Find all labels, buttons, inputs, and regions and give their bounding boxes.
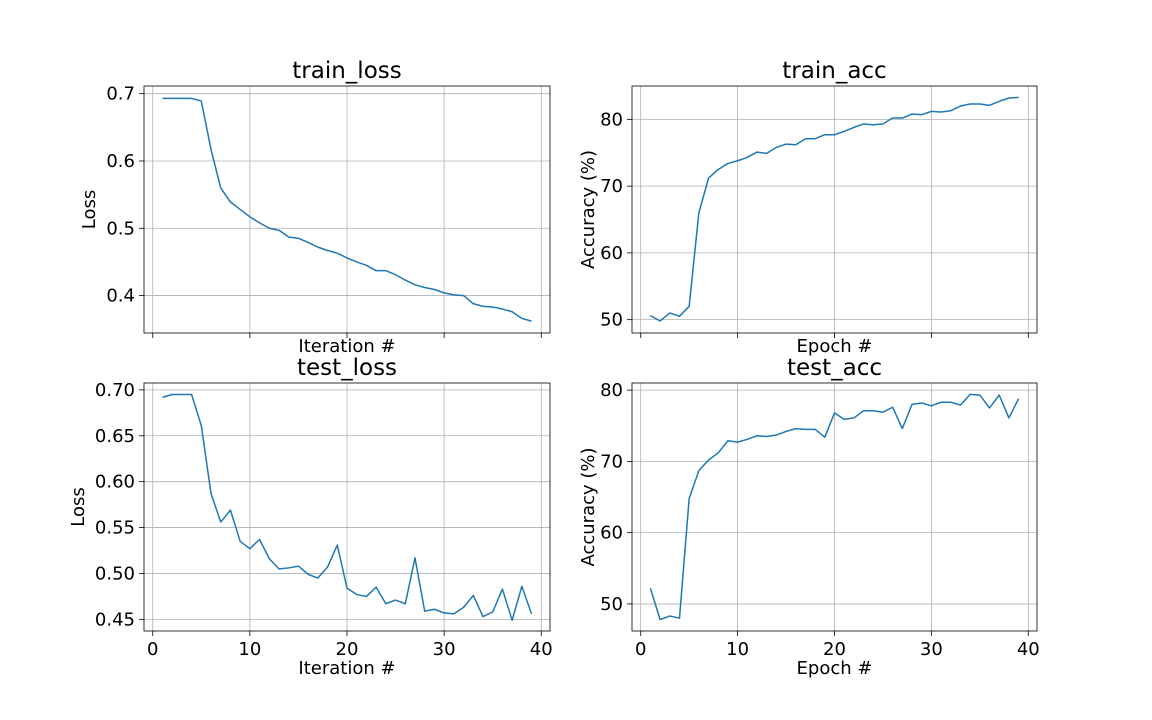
train-acc-chart: 50 60 70 80 train_acc Epoch # Accuracy (%) [578,58,1038,357]
y-tick-label: 0.7 [106,84,135,105]
chart-title: train_loss [292,58,401,84]
y-tick-label: 70 [600,176,623,197]
x-tick-label: 40 [1017,639,1040,660]
y-tick-label: 0.6 [106,151,135,172]
series-line [162,393,533,622]
chart-title: test_loss [297,355,397,381]
x-axis-label: Epoch # [797,336,873,357]
test-loss-chart: 0 10 20 30 40 0.45 0.50 0.55 0.60 0.65 0.70 test_lo… [68,355,553,679]
x-axis-label: Epoch # [797,658,873,679]
y-tick-label: 0.60 [95,472,135,493]
y-axis-label: Loss [68,487,89,526]
series-line [650,96,1019,322]
y-tick-label: 60 [600,523,623,544]
series-line [649,393,1020,621]
y-axis-label: Accuracy (%) [578,447,599,566]
y-tick-label: 0.70 [95,380,135,401]
test-acc-chart: 0 10 20 30 40 50 60 70 80 test_acc Epoch # Accuracy… [578,355,1040,679]
y-axis-label: Accuracy (%) [578,150,599,269]
y-tick-label: 0.5 [106,218,135,239]
x-tick-label: 40 [530,639,553,660]
y-tick-label: 0.45 [95,609,135,630]
train-loss-chart: 0.4 0.5 0.6 0.7 train_loss Iteration # Loss [79,58,551,357]
x-axis-label: Iteration # [298,658,395,679]
chart-title: train_acc [782,58,886,84]
y-tick-label: 50 [600,310,623,331]
y-tick-label: 0.55 [95,518,135,539]
y-tick-label: 80 [600,380,623,401]
x-axis-label: Iteration # [298,336,395,357]
x-tick-label: 20 [823,639,846,660]
y-tick-label: 0.65 [95,426,135,447]
y-tick-label: 70 [600,451,623,472]
y-tick-label: 0.4 [106,286,135,307]
series-line [162,97,532,322]
x-tick-label: 30 [433,639,456,660]
y-axis-label: Loss [79,190,100,229]
y-tick-label: 0.50 [95,563,135,584]
x-tick-label: 0 [635,639,646,660]
x-tick-label: 0 [147,639,158,660]
y-tick-label: 80 [600,109,623,130]
x-tick-label: 20 [336,639,359,660]
chart-title: test_acc [787,355,882,381]
y-tick-label: 60 [600,243,623,264]
x-tick-label: 30 [920,639,943,660]
x-tick-label: 10 [726,639,749,660]
x-tick-label: 10 [238,639,261,660]
y-tick-label: 50 [600,594,623,615]
